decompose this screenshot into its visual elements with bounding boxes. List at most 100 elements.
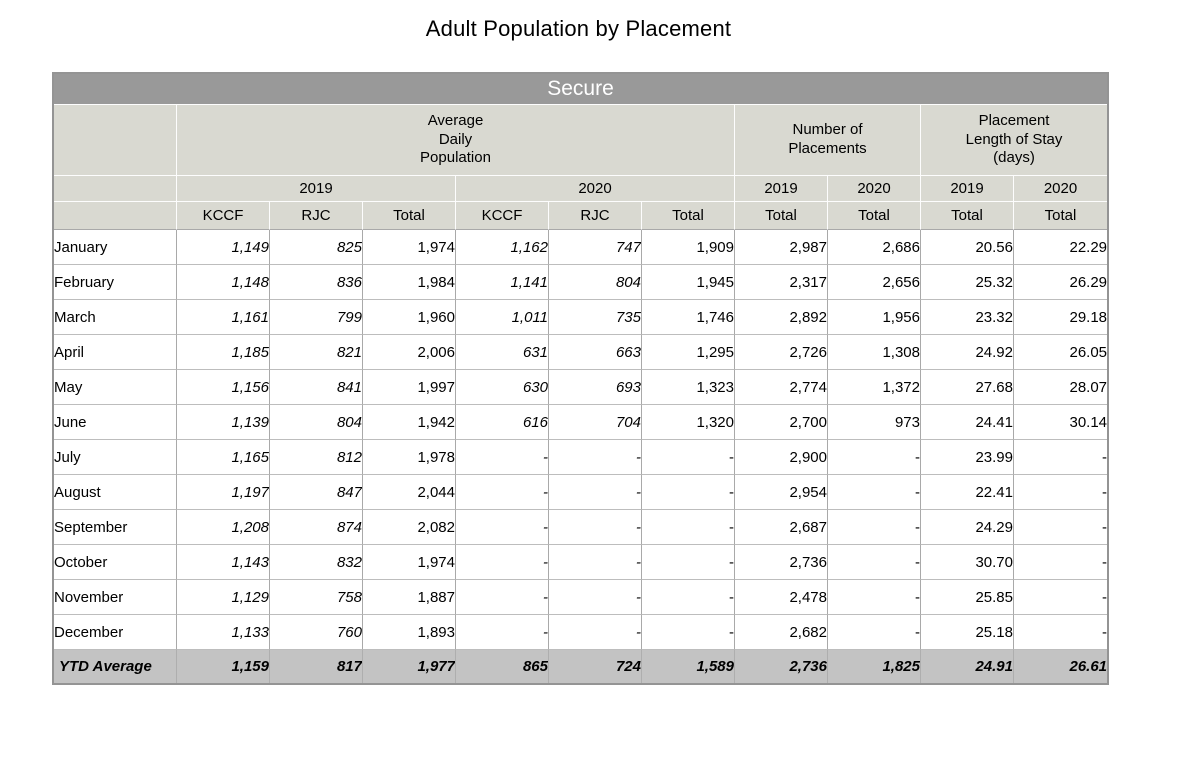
value-cell: 817	[270, 650, 363, 683]
value-cell: 799	[270, 300, 363, 335]
value-cell: 1,887	[363, 580, 456, 615]
value-cell: -	[642, 510, 735, 545]
value-cell: -	[456, 615, 549, 650]
value-cell: 1,295	[642, 335, 735, 370]
value-cell: 1,011	[456, 300, 549, 335]
value-cell: 1,308	[828, 335, 921, 370]
value-cell: -	[1014, 475, 1108, 510]
value-cell: 1,141	[456, 265, 549, 300]
value-cell: -	[642, 545, 735, 580]
value-cell: -	[549, 545, 642, 580]
value-cell: -	[1014, 580, 1108, 615]
row-label: August	[54, 475, 177, 510]
table-row: February 1,148 836 1,984 1,141 804 1,945 2,317 2…	[54, 265, 1108, 300]
value-cell: 1,320	[642, 405, 735, 440]
col-header-rjc-2019: RJC	[270, 202, 363, 230]
value-cell: 26.61	[1014, 650, 1108, 683]
value-cell: 25.18	[921, 615, 1014, 650]
year-header-los-2019: 2019	[921, 176, 1014, 202]
value-cell: 2,892	[735, 300, 828, 335]
value-cell: 2,044	[363, 475, 456, 510]
value-cell: 1,133	[177, 615, 270, 650]
value-cell: 1,165	[177, 440, 270, 475]
corner-cell	[54, 176, 177, 202]
value-cell: -	[828, 545, 921, 580]
value-cell: 1,960	[363, 300, 456, 335]
ytd-average-row: YTD Average 1,159 817 1,977 865 724 1,589 2,736…	[54, 650, 1108, 683]
value-cell: 1,974	[363, 545, 456, 580]
value-cell: -	[828, 475, 921, 510]
value-cell: 821	[270, 335, 363, 370]
value-cell: 1,942	[363, 405, 456, 440]
value-cell: -	[828, 510, 921, 545]
value-cell: 20.56	[921, 230, 1014, 265]
value-cell: 1,977	[363, 650, 456, 683]
table-row: July 1,165 812 1,978- - -2,900-23.99-	[54, 440, 1108, 475]
value-cell: 30.14	[1014, 405, 1108, 440]
value-cell: -	[456, 475, 549, 510]
value-cell: 23.32	[921, 300, 1014, 335]
value-cell: 1,323	[642, 370, 735, 405]
table-row: September 1,208 874 2,082- - -2,687-24.29-	[54, 510, 1108, 545]
value-cell: 1,139	[177, 405, 270, 440]
row-label: April	[54, 335, 177, 370]
value-cell: 23.99	[921, 440, 1014, 475]
value-cell: 847	[270, 475, 363, 510]
year-header-adp-2019: 2019	[177, 176, 456, 202]
value-cell: 22.29	[1014, 230, 1108, 265]
row-label: November	[54, 580, 177, 615]
value-cell: 2,006	[363, 335, 456, 370]
band-row: Secure	[54, 74, 1108, 105]
value-cell: -	[549, 615, 642, 650]
value-cell: 24.41	[921, 405, 1014, 440]
value-cell: 2,736	[735, 650, 828, 683]
col-header-placements-total-2019: Total	[735, 202, 828, 230]
value-cell: 2,774	[735, 370, 828, 405]
table-footer: YTD Average 1,159 817 1,977 865 724 1,589 2,736…	[54, 650, 1108, 683]
value-cell: -	[828, 580, 921, 615]
value-cell: -	[1014, 440, 1108, 475]
year-header-los-2020: 2020	[1014, 176, 1108, 202]
value-cell: 1,746	[642, 300, 735, 335]
value-cell: 1,185	[177, 335, 270, 370]
year-header-row: 2019 2020 2019 2020 2019 2020	[54, 176, 1108, 202]
table-body: January 1,149 825 1,974 1,162 747 1,909 2,987 2,…	[54, 230, 1108, 650]
value-cell: 26.29	[1014, 265, 1108, 300]
value-cell: 28.07	[1014, 370, 1108, 405]
value-cell: 24.91	[921, 650, 1014, 683]
value-cell: 24.92	[921, 335, 1014, 370]
table-row: March 1,161 799 1,960 1,011 735 1,746 2,892 1,95…	[54, 300, 1108, 335]
value-cell: -	[456, 440, 549, 475]
value-cell: 29.18	[1014, 300, 1108, 335]
value-cell: 1,148	[177, 265, 270, 300]
row-label: January	[54, 230, 177, 265]
value-cell: 1,129	[177, 580, 270, 615]
value-cell: 2,900	[735, 440, 828, 475]
table-row: August 1,197 847 2,044- - -2,954-22.41-	[54, 475, 1108, 510]
row-label: February	[54, 265, 177, 300]
value-cell: 832	[270, 545, 363, 580]
value-cell: 1,149	[177, 230, 270, 265]
value-cell: 735	[549, 300, 642, 335]
col-header-total-2019: Total	[363, 202, 456, 230]
row-label: YTD Average	[54, 650, 177, 683]
secure-band: Secure	[54, 74, 1108, 105]
row-label: July	[54, 440, 177, 475]
value-cell: 1,997	[363, 370, 456, 405]
value-cell: 1,909	[642, 230, 735, 265]
value-cell: -	[456, 580, 549, 615]
corner-cell	[54, 105, 177, 176]
value-cell: 1,589	[642, 650, 735, 683]
value-cell: 2,954	[735, 475, 828, 510]
value-cell: 22.41	[921, 475, 1014, 510]
value-cell: 2,987	[735, 230, 828, 265]
table-row: April 1,185 821 2,006 631 663 1,295 2,726 1,308 2…	[54, 335, 1108, 370]
group-header-row: Average Daily Population Number of Place…	[54, 105, 1108, 176]
col-header-kccf-2020: KCCF	[456, 202, 549, 230]
row-label: September	[54, 510, 177, 545]
value-cell: 874	[270, 510, 363, 545]
value-cell: 865	[456, 650, 549, 683]
value-cell: 630	[456, 370, 549, 405]
value-cell: 804	[270, 405, 363, 440]
value-cell: 1,156	[177, 370, 270, 405]
